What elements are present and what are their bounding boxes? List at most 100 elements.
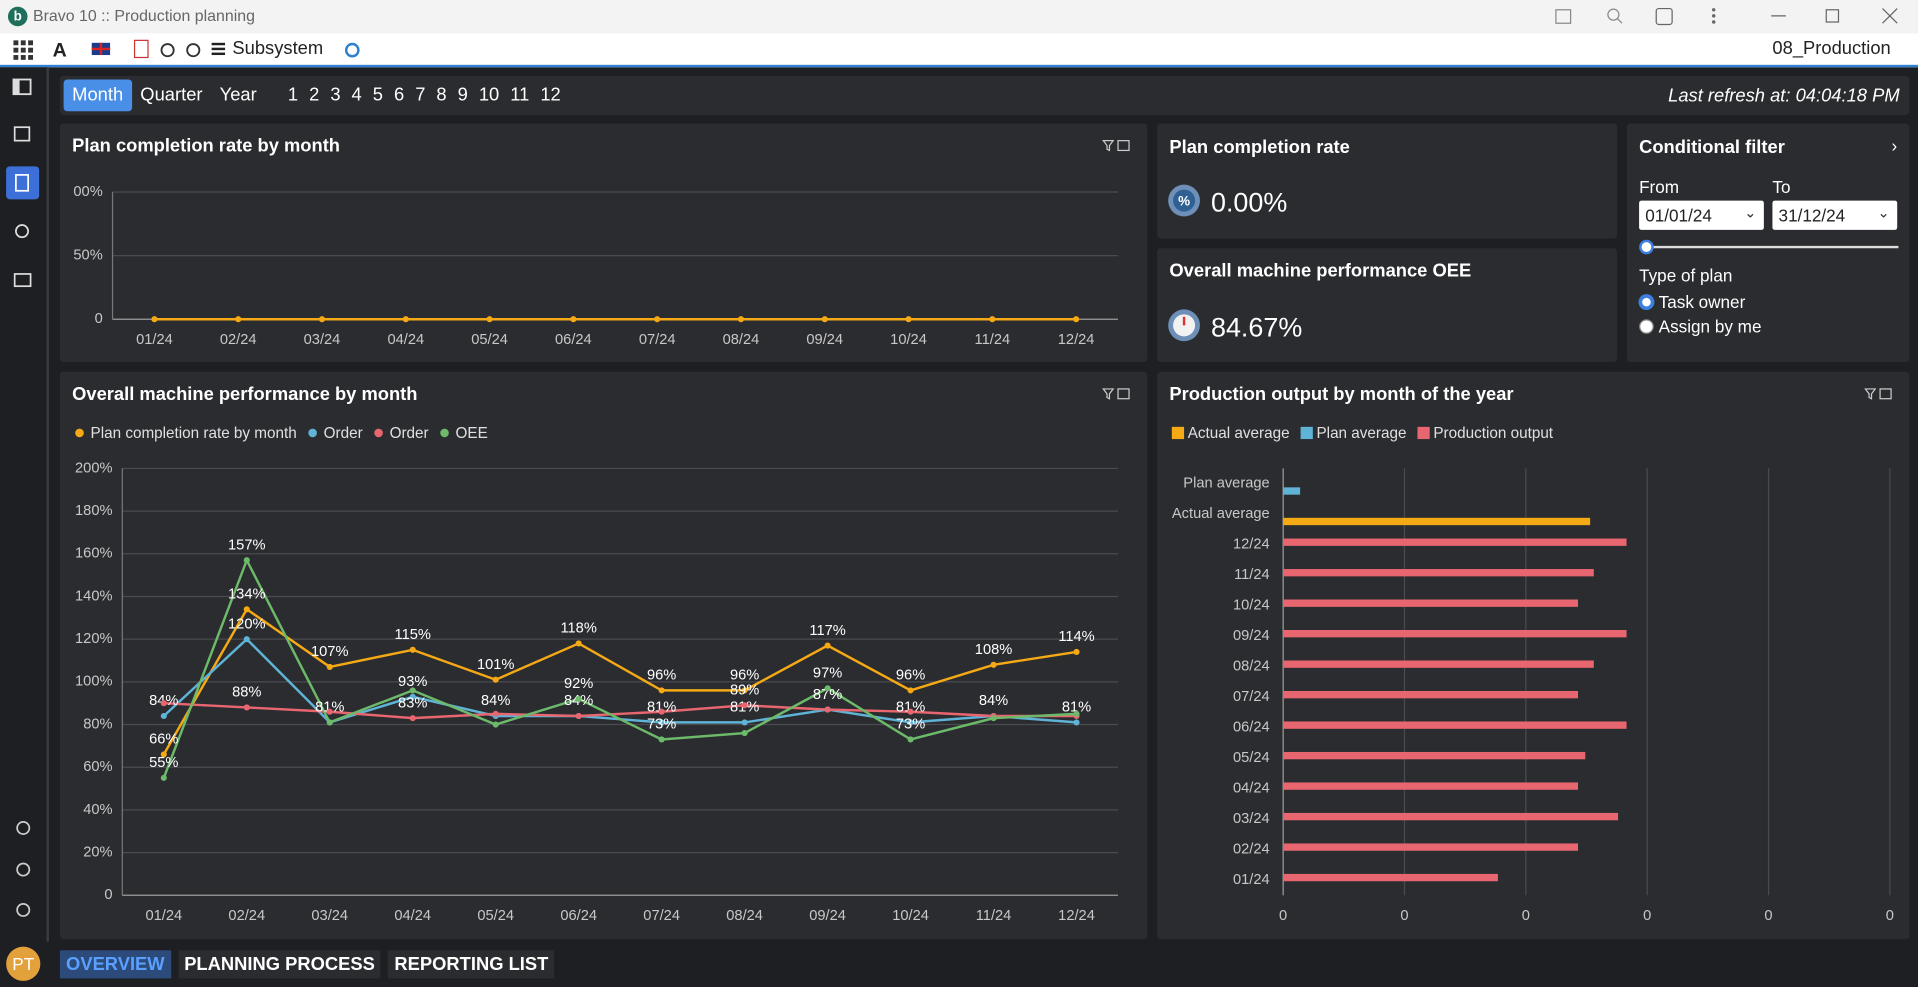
data-point — [1073, 710, 1080, 717]
legend-label: Plan completion rate by month — [91, 425, 297, 442]
subsystem-menu[interactable]: Subsystem — [232, 37, 324, 59]
month-tab[interactable]: 12 — [540, 84, 561, 106]
bar — [1283, 538, 1627, 546]
collapse-arrow[interactable]: › — [1891, 135, 1898, 156]
data-point — [658, 736, 665, 743]
y-tick-label: 40% — [83, 802, 112, 818]
month-tab[interactable]: 11 — [510, 84, 530, 106]
month-tab[interactable]: 9 — [457, 84, 468, 106]
x-tick-label: 05/24 — [477, 908, 514, 924]
x-tick-label: 12/24 — [1058, 332, 1095, 348]
from-date-input[interactable]: 01/01/24 ⌄ — [1639, 200, 1764, 230]
data-point — [989, 316, 996, 323]
kpi-card: Overall machine performance OEE 84.67% — [1157, 248, 1618, 363]
data-point — [741, 702, 748, 709]
data-point — [990, 715, 997, 722]
y-tick-label: 0 — [95, 311, 103, 327]
y-tick-label: 02/24 — [1233, 841, 1270, 857]
bottom-tabs: OVERVIEW PLANNING PROCESS REPORTING LIST — [59, 950, 555, 979]
data-point — [1073, 719, 1080, 726]
data-point — [658, 687, 665, 694]
app-icon: b — [7, 6, 28, 27]
user-initials: PT — [12, 953, 35, 974]
data-label: 96% — [730, 668, 759, 684]
avatar[interactable] — [6, 945, 43, 982]
to-date: 31/12/24 — [1778, 205, 1846, 226]
period-tab[interactable]: Month — [63, 79, 132, 112]
to-date-input[interactable]: 31/12/24 ⌄ — [1772, 200, 1898, 230]
data-point — [570, 316, 577, 323]
y-tick-label: 04/24 — [1233, 780, 1270, 796]
data-label: 73% — [896, 717, 925, 733]
month-tab[interactable]: 7 — [415, 84, 426, 106]
data-label: 88% — [232, 685, 261, 701]
radio-option[interactable]: Assign by me — [1658, 316, 1762, 337]
chart-title: Plan completion rate by month — [72, 135, 340, 156]
data-label: 107% — [311, 644, 349, 660]
data-label: 55% — [149, 755, 178, 771]
month-tab[interactable]: 4 — [351, 84, 362, 106]
x-tick-label: 10/24 — [892, 908, 929, 924]
data-point — [658, 708, 665, 715]
y-tick-label: 06/24 — [1233, 719, 1270, 735]
data-point — [741, 730, 748, 737]
month-tab[interactable]: 5 — [372, 84, 383, 106]
data-label: 66% — [149, 732, 178, 748]
period-tab[interactable]: Quarter — [140, 84, 203, 106]
legend-swatch — [75, 428, 84, 438]
month-tab[interactable]: 3 — [330, 84, 341, 106]
data-point — [658, 719, 665, 726]
bottom-tab[interactable]: REPORTING LIST — [388, 950, 555, 979]
x-tick-label: 10/24 — [890, 332, 927, 348]
legend-swatch — [1171, 426, 1185, 440]
x-tick-label: 04/24 — [387, 332, 424, 348]
svg-text:b: b — [14, 9, 22, 24]
data-label: 117% — [809, 623, 845, 639]
month-tab[interactable]: 2 — [309, 84, 320, 106]
data-point — [654, 316, 661, 323]
to-label: To — [1772, 177, 1791, 197]
y-tick-label: 100% — [75, 674, 113, 690]
data-point — [905, 316, 912, 323]
refresh-icon[interactable] — [342, 40, 362, 60]
bottom-tab[interactable]: PLANNING PROCESS — [178, 950, 381, 979]
from-date: 01/01/24 — [1645, 205, 1712, 226]
y-tick-label: 80% — [83, 716, 112, 732]
sidebar-icons[interactable] — [0, 67, 46, 987]
month-tab[interactable]: 1 — [287, 84, 299, 106]
month-tab[interactable]: 6 — [393, 84, 405, 106]
legend-label: Actual average — [1188, 425, 1290, 442]
data-point — [575, 640, 582, 647]
bar — [1283, 660, 1594, 668]
sidebar — [0, 67, 49, 987]
data-point — [326, 719, 333, 726]
x-tick-label: 11/24 — [975, 332, 1011, 348]
data-point — [575, 712, 582, 720]
data-point — [492, 676, 499, 683]
data-point — [821, 316, 828, 323]
data-point — [824, 642, 831, 649]
bar — [1283, 599, 1579, 607]
radio-option[interactable]: Task owner — [1658, 292, 1746, 312]
kpi-icon — [1168, 309, 1200, 342]
range-slider[interactable] — [1637, 238, 1901, 255]
radio-buttons[interactable] — [1638, 294, 1655, 343]
legend-swatch — [1300, 426, 1313, 440]
legend-swatch — [374, 428, 383, 438]
x-tick-label: 12/24 — [1058, 908, 1095, 924]
data-point — [990, 661, 997, 668]
series-line — [163, 701, 1077, 720]
legend-label: Order — [390, 425, 429, 442]
x-tick-label: 0 — [1643, 908, 1651, 924]
bottom-tab[interactable]: OVERVIEW — [59, 950, 171, 979]
month-tab[interactable]: 10 — [478, 84, 500, 106]
toolbar-icons[interactable]: A — [12, 39, 232, 60]
data-point — [409, 687, 416, 694]
month-tab[interactable]: 8 — [436, 84, 447, 106]
x-tick-label: 0 — [1279, 908, 1287, 924]
period-tab[interactable]: Year — [219, 84, 257, 106]
company-select[interactable]: 08_Production — [1772, 37, 1891, 59]
data-label: 89% — [730, 683, 759, 699]
chart-panel: Production output by month of the year 0 0… — [1157, 371, 1910, 940]
